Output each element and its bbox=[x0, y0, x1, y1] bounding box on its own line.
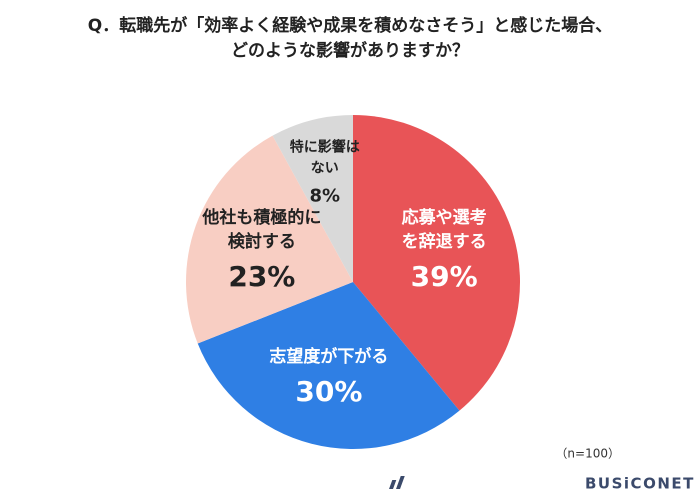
slice-label: 志望度が下がる bbox=[269, 346, 388, 367]
chart-title: どのような影響がありますか？ bbox=[231, 40, 469, 61]
pie bbox=[185, 115, 521, 449]
slice-label: 検討する bbox=[228, 231, 296, 252]
sample-note: （n=100） bbox=[555, 447, 620, 461]
pie-slice bbox=[353, 115, 521, 411]
slice-label: を辞退する bbox=[402, 231, 487, 252]
value-label: 30% bbox=[295, 375, 362, 408]
value-label: 39% bbox=[411, 260, 478, 293]
pie-slice bbox=[185, 135, 353, 344]
pie-slice bbox=[197, 282, 460, 449]
slice-label: ない bbox=[311, 161, 339, 177]
chart-title: Q．転職先が「効率よく経験や成果を積めなさそう」と感じた場合、 bbox=[88, 15, 612, 36]
value-label: 23% bbox=[228, 260, 295, 293]
slice-label: 応募や選考 bbox=[402, 207, 487, 228]
slice-label: 特に影響は bbox=[290, 139, 360, 156]
pie-slice bbox=[272, 115, 353, 282]
brand-icon bbox=[389, 476, 405, 489]
slice-label: 他社も積極的に bbox=[201, 207, 321, 228]
value-label: 8% bbox=[309, 186, 340, 207]
brand-name: BUSiCONET bbox=[585, 475, 695, 493]
